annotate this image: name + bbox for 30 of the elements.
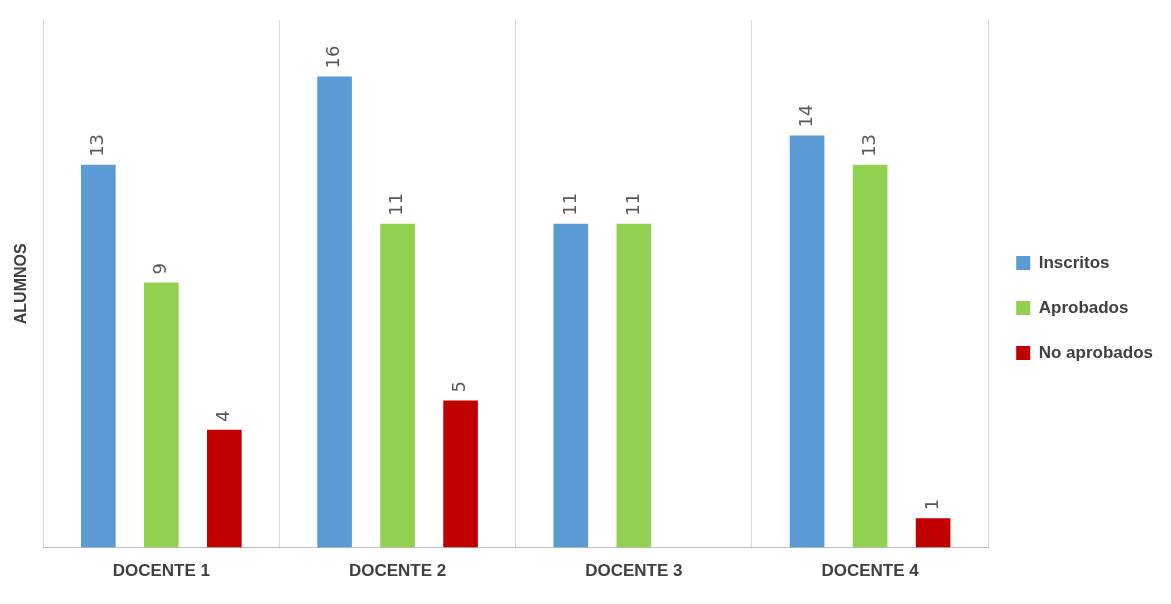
y-axis-title: ALUMNOS bbox=[12, 243, 30, 325]
x-tick-label: DOCENTE 1 bbox=[112, 561, 210, 581]
data-label: 9 bbox=[149, 263, 170, 275]
data-label: 16 bbox=[322, 45, 344, 69]
bar bbox=[207, 429, 242, 548]
bar bbox=[443, 400, 478, 548]
bar bbox=[81, 164, 116, 548]
data-label: 5 bbox=[448, 380, 470, 393]
bar bbox=[789, 135, 825, 548]
legend-label: No aprobados bbox=[1038, 342, 1154, 362]
data-label: 14 bbox=[794, 104, 816, 128]
legend-label: Aprobados bbox=[1038, 297, 1129, 317]
legend-label: Inscritos bbox=[1038, 252, 1110, 272]
data-label: 11 bbox=[621, 192, 643, 216]
data-label: 13 bbox=[86, 133, 107, 157]
x-tick-label: DOCENTE 3 bbox=[585, 561, 683, 581]
bar bbox=[852, 164, 888, 548]
bar bbox=[915, 518, 951, 548]
x-tick-label: DOCENTE 2 bbox=[348, 561, 447, 581]
bar bbox=[317, 76, 352, 548]
bar bbox=[616, 223, 652, 548]
data-label: 11 bbox=[385, 192, 407, 216]
data-label: 13 bbox=[857, 133, 879, 157]
bar bbox=[144, 282, 179, 548]
bar bbox=[553, 223, 589, 548]
data-label: 4 bbox=[212, 410, 233, 422]
data-label: 11 bbox=[558, 192, 580, 216]
data-label: 1 bbox=[920, 498, 942, 511]
bar bbox=[380, 223, 415, 548]
x-tick-label: DOCENTE 4 bbox=[821, 561, 920, 581]
